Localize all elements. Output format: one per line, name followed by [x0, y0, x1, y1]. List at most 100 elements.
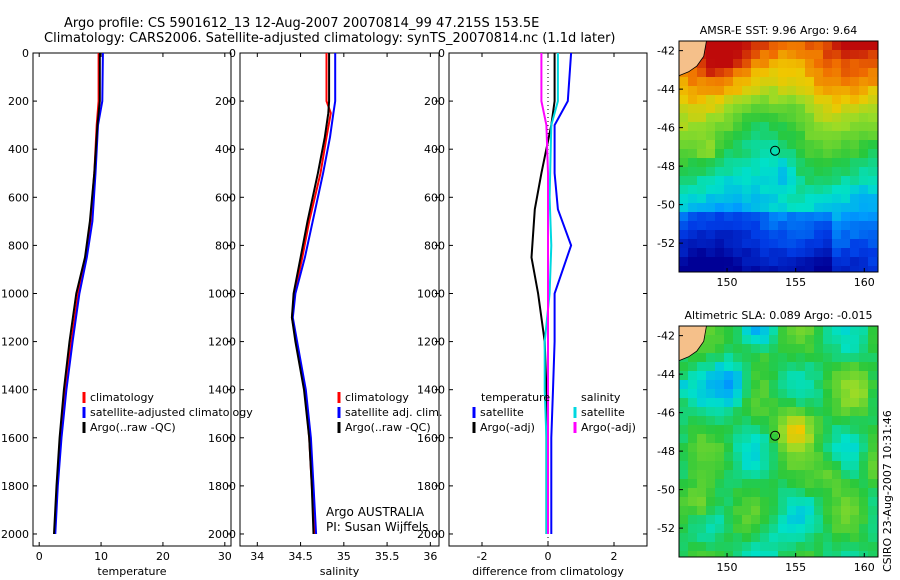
heatmap-cell	[832, 407, 842, 417]
heatmap-cell	[760, 461, 770, 471]
heatmap-cell	[850, 86, 860, 96]
heatmap-cell	[751, 353, 761, 363]
heatmap-cell	[832, 335, 842, 345]
heatmap-cell	[805, 239, 815, 249]
heatmap-cell	[859, 104, 869, 114]
heatmap-cell	[823, 497, 833, 507]
heatmap-cell	[778, 68, 788, 78]
y-tick-label: 1400	[208, 384, 236, 397]
heatmap-cell	[724, 185, 734, 195]
x-axis-label: temperature	[97, 565, 166, 578]
heatmap-cell	[841, 131, 851, 141]
heatmap-cell	[823, 425, 833, 435]
heatmap-cell	[733, 77, 743, 87]
heatmap-cell	[868, 158, 878, 168]
heatmap-cell	[688, 479, 698, 489]
heatmap-cell	[832, 470, 842, 480]
heatmap-cell	[679, 407, 689, 417]
heatmap-cell	[832, 59, 842, 69]
heatmap-cell	[859, 470, 869, 480]
heatmap-cell	[814, 551, 824, 557]
heatmap-cell	[841, 533, 851, 543]
heatmap-cell	[724, 353, 734, 363]
heatmap-cell	[715, 104, 725, 114]
heatmap-cell	[715, 77, 725, 87]
heatmap-cell	[868, 68, 878, 78]
heatmap-cell	[679, 203, 689, 213]
heatmap-cell	[832, 41, 842, 51]
heatmap-cell	[814, 353, 824, 363]
heatmap-cell	[832, 131, 842, 141]
heatmap-cell	[742, 185, 752, 195]
heatmap-cell	[697, 488, 707, 498]
heatmap-cell	[751, 158, 761, 168]
heatmap-cell	[850, 551, 860, 557]
heatmap-cell	[697, 122, 707, 132]
heatmap-cell	[859, 533, 869, 543]
heatmap-cell	[778, 506, 788, 516]
heatmap-cell	[859, 371, 869, 381]
heatmap-cell	[697, 59, 707, 69]
heatmap-cell	[787, 257, 797, 267]
heatmap-cell	[715, 452, 725, 462]
heatmap-cell	[688, 416, 698, 426]
heatmap-cell	[715, 488, 725, 498]
heatmap-cell	[706, 389, 716, 399]
heatmap-cell	[841, 167, 851, 177]
heatmap-cell	[778, 407, 788, 417]
heatmap-cell	[778, 497, 788, 507]
heatmap-cell	[724, 95, 734, 105]
heatmap-cell	[706, 425, 716, 435]
heatmap-cell	[832, 158, 842, 168]
heatmap-cell	[769, 149, 779, 159]
heatmap-cell	[715, 239, 725, 249]
heatmap-cell	[832, 524, 842, 534]
heatmap-cell	[742, 398, 752, 408]
heatmap-cell	[787, 353, 797, 363]
heatmap-cell	[850, 59, 860, 69]
heatmap-cell	[769, 95, 779, 105]
heatmap-cell	[814, 194, 824, 204]
heatmap-cell	[679, 221, 689, 231]
heatmap-cell	[688, 77, 698, 87]
heatmap-cell	[778, 194, 788, 204]
heatmap-cell	[850, 488, 860, 498]
heatmap-cell	[751, 371, 761, 381]
heatmap-cell	[688, 506, 698, 516]
heatmap-cell	[688, 167, 698, 177]
heatmap-cell	[805, 194, 815, 204]
heatmap-cell	[751, 398, 761, 408]
heatmap-cell	[805, 122, 815, 132]
heatmap-cell	[823, 230, 833, 240]
heatmap-cell	[697, 497, 707, 507]
heatmap-cell	[805, 425, 815, 435]
heatmap-cell	[697, 221, 707, 231]
heatmap-cell	[706, 524, 716, 534]
heatmap-cell	[760, 542, 770, 552]
heatmap-cell	[832, 257, 842, 267]
heatmap-cell	[814, 344, 824, 354]
heatmap-cell	[688, 203, 698, 213]
heatmap-cell	[697, 515, 707, 525]
map-title: Altimetric SLA: 0.089 Argo: -0.015	[685, 309, 873, 322]
heatmap-cell	[868, 497, 878, 507]
heatmap-cell	[742, 542, 752, 552]
y-tick-label: 1800	[208, 480, 236, 493]
heatmap-cell	[724, 131, 734, 141]
heatmap-cell	[868, 542, 878, 552]
heatmap-cell	[823, 335, 833, 345]
x-tick-label: 34.5	[288, 550, 313, 563]
heatmap-cell	[724, 371, 734, 381]
heatmap-cell	[706, 221, 716, 231]
heatmap-cell	[724, 542, 734, 552]
heatmap-cell	[823, 113, 833, 123]
heatmap-cell	[814, 104, 824, 114]
y-tick-label: 2000	[417, 528, 445, 541]
y-tick-label: 1200	[417, 336, 445, 349]
heatmap-cell	[787, 95, 797, 105]
heatmap-cell	[823, 194, 833, 204]
heatmap-cell	[796, 434, 806, 444]
heatmap-cell	[715, 515, 725, 525]
heatmap-cell	[679, 434, 689, 444]
